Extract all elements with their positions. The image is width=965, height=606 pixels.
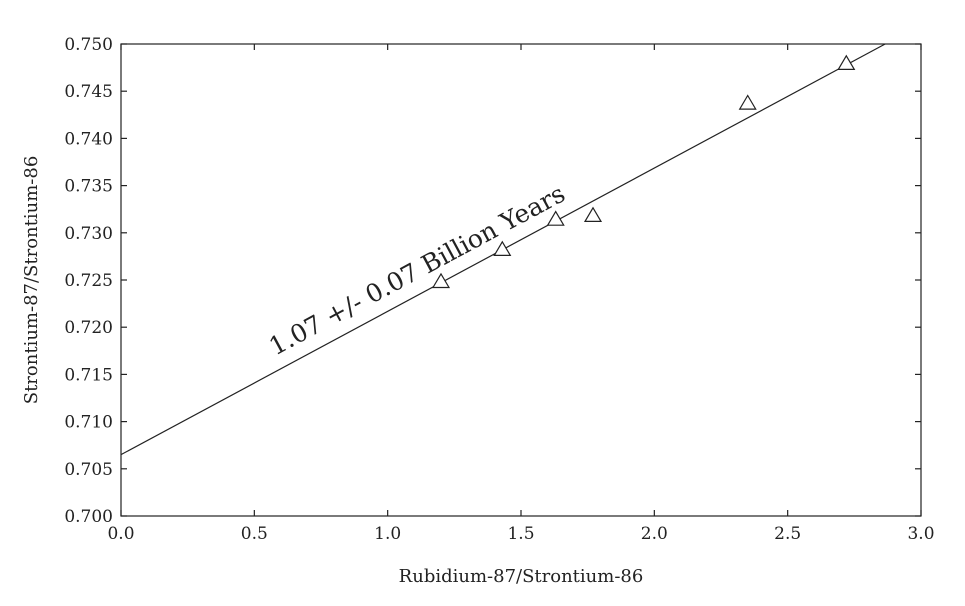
y-tick-label: 0.715: [64, 365, 113, 385]
y-tick-label: 0.720: [64, 318, 113, 338]
data-points: [431, 54, 856, 289]
y-tick-label: 0.740: [64, 129, 113, 149]
y-tick-label: 0.725: [64, 271, 113, 291]
x-tick-label: 2.5: [774, 524, 801, 544]
data-point-marker: [493, 240, 512, 256]
plot-frame: [120, 43, 922, 517]
x-tick-label: 1.0: [374, 524, 401, 544]
y-tick-label: 0.735: [64, 177, 113, 197]
y-tick-label: 0.700: [64, 507, 113, 527]
y-tick-label: 0.750: [64, 35, 113, 55]
y-axis-title: Strontium-87/Strontium-86: [21, 156, 42, 405]
x-axis-title: Rubidium-87/Strontium-86: [399, 566, 644, 587]
data-point-marker: [431, 272, 451, 289]
data-point-marker: [583, 206, 603, 222]
y-axis: 0.700 0.705 0.710 0.715 0.720 0.725 0.730 0.735…: [64, 35, 921, 527]
x-axis: 0.0 0.5 1.0 1.5 2.0 2.5 3.0: [107, 44, 935, 544]
data-point-marker: [738, 94, 757, 110]
x-tick-label: 0.0: [107, 524, 134, 544]
y-tick-label: 0.710: [64, 413, 113, 433]
x-tick-label: 1.5: [507, 524, 534, 544]
y-tick-label: 0.705: [64, 460, 113, 480]
data-point-marker: [837, 54, 856, 71]
y-tick-label: 0.730: [64, 224, 113, 244]
data-point-marker: [546, 210, 565, 226]
x-tick-label: 3.0: [907, 524, 934, 544]
x-tick-label: 0.5: [241, 524, 268, 544]
fit-line-label: 1.07 +/- 0.07 Billion Years: [264, 179, 570, 361]
y-tick-label: 0.745: [64, 82, 113, 102]
x-tick-label: 2.0: [641, 524, 668, 544]
